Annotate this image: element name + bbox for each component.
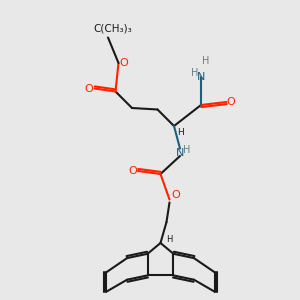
Text: H: H [177,128,184,137]
Text: H: H [202,56,209,67]
Text: N: N [176,148,184,158]
Text: O: O [171,190,180,200]
Text: O: O [119,58,128,68]
Text: N: N [197,71,205,82]
Text: H: H [191,68,199,79]
Text: C(CH₃)₃: C(CH₃)₃ [93,23,132,34]
Text: H: H [166,235,172,244]
Text: H: H [183,145,190,155]
Text: O: O [85,83,94,94]
Text: O: O [226,97,236,107]
Text: O: O [128,166,137,176]
